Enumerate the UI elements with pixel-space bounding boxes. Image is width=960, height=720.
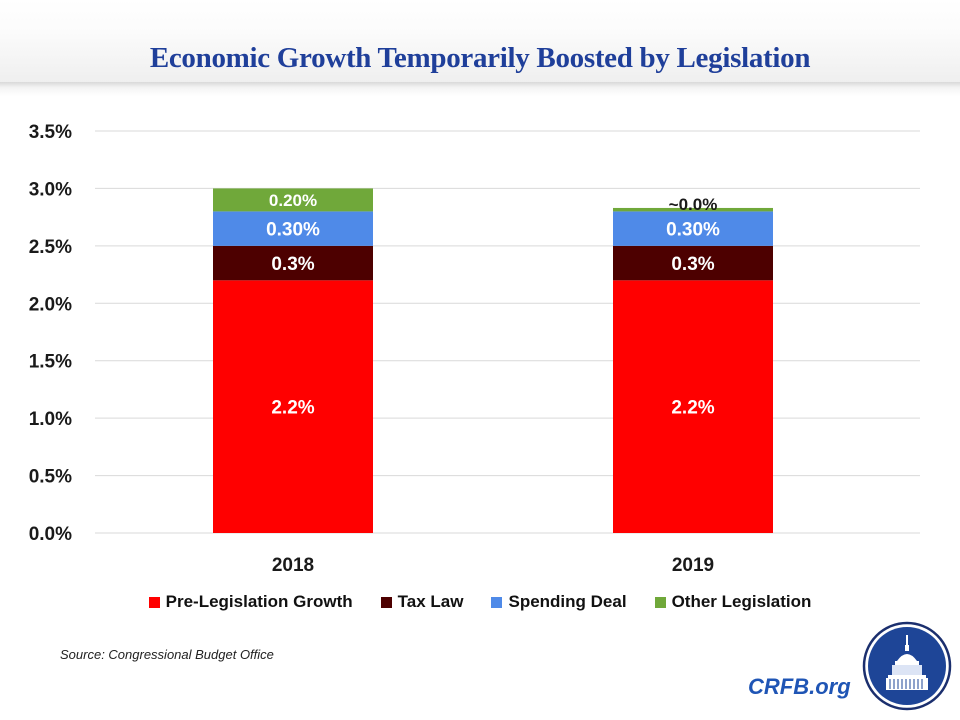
y-tick-label: 3.0% (29, 179, 72, 200)
y-tick-label: 2.0% (29, 294, 72, 315)
bar-segment-other-legislation-2018 (213, 188, 373, 212)
data-label: 0.3% (271, 254, 314, 275)
x-axis-ticks: 2018 2019 (272, 555, 714, 576)
bars: 2.2% 0.3% 0.30% 0.20% 2.2% 0.3% 0.30% ~0.0% (213, 188, 773, 533)
data-label: 2.2% (271, 398, 314, 419)
legend-label: Pre-Legislation Growth (165, 592, 353, 611)
y-tick-label: 3.5% (29, 122, 72, 143)
legend-swatch (380, 596, 392, 608)
data-label: 0.20% (269, 191, 317, 210)
header-divider (0, 82, 960, 96)
source-note: Source: Congressional Budget Office (60, 647, 274, 662)
bar-segment-tax-law-2019 (613, 245, 773, 281)
bar-segment-pre-legislation-growth-2018 (213, 280, 373, 533)
site-link[interactable]: CRFB.org (748, 674, 851, 699)
capitol-dome-logo-icon (862, 621, 952, 711)
legend: Pre-Legislation Growth Tax Law Spending De… (0, 592, 960, 612)
x-tick-label: 2018 (272, 555, 314, 576)
chart-title: Economic Growth Temporarily Boosted by L… (149, 42, 811, 74)
y-axis-ticks: 0.0% 0.5% 1.0% 1.5% 2.0% 2.5% 3.0% 3.5% (29, 122, 72, 545)
legend-swatch (491, 596, 503, 608)
header-band (0, 0, 960, 82)
bar-segment-pre-legislation-growth-2019 (613, 280, 773, 533)
y-tick-label: 0.0% (29, 524, 72, 545)
legend-item: Tax Law (380, 592, 464, 612)
y-tick-label: 0.5% (29, 467, 72, 488)
bar-segment-other-legislation-2019 (613, 207, 773, 212)
legend-swatch (148, 596, 160, 608)
legend-swatch (654, 596, 666, 608)
data-label: ~0.0% (669, 195, 718, 214)
x-tick-label: 2019 (672, 555, 714, 576)
bar-segment-spending-deal-2019 (613, 211, 773, 246)
data-label: 0.30% (666, 220, 720, 241)
legend-label: Tax Law (397, 592, 464, 611)
data-label: 0.30% (266, 220, 320, 241)
data-label: 0.3% (671, 254, 714, 275)
y-tick-label: 2.5% (29, 237, 72, 258)
y-tick-label: 1.0% (29, 409, 72, 430)
legend-label: Spending Deal (508, 592, 627, 611)
y-tick-label: 1.5% (29, 352, 72, 373)
legend-item: Other Legislation (654, 592, 812, 612)
legend-item: Spending Deal (491, 592, 627, 612)
legend-label: Other Legislation (671, 592, 812, 611)
data-label: 2.2% (671, 398, 714, 419)
legend-item: Pre-Legislation Growth (148, 592, 353, 612)
bar-segment-spending-deal-2018 (213, 211, 373, 246)
bar-segment-tax-law-2018 (213, 245, 373, 281)
